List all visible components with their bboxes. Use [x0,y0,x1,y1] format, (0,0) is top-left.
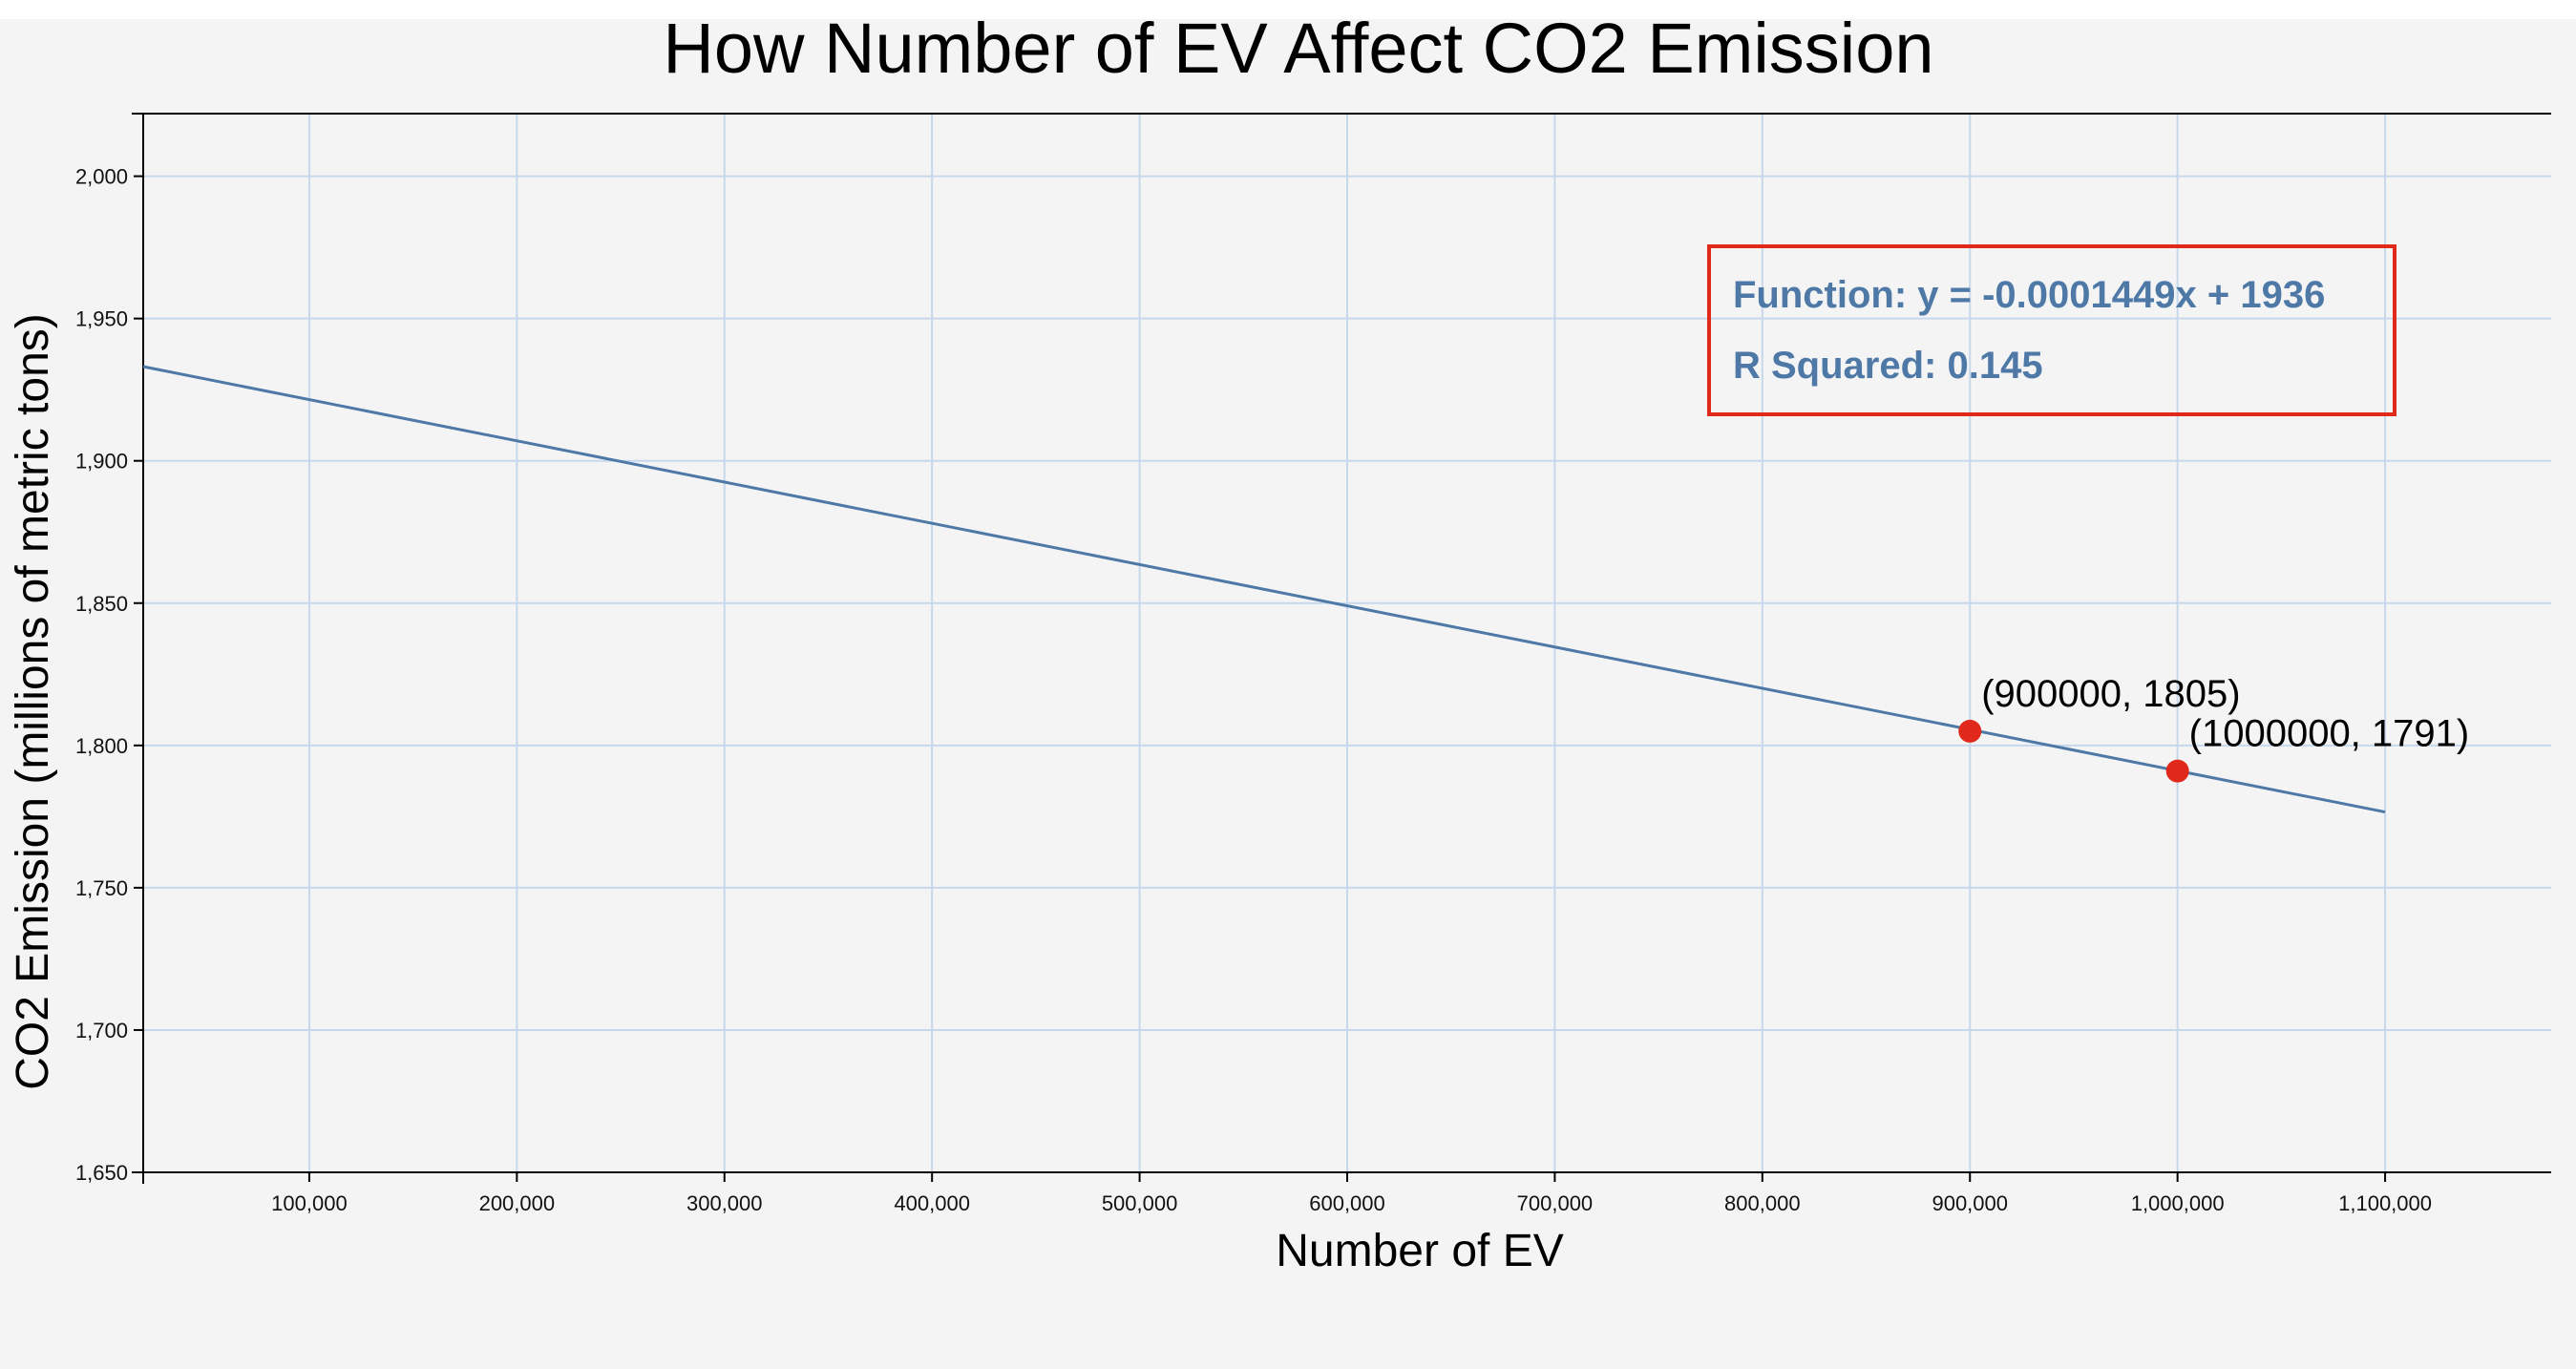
info-box: Function: y = -0.0001449x + 1936 R Squar… [1707,244,2397,416]
x-tick-label: 600,000 [1309,1191,1385,1215]
y-tick-label: 1,900 [75,450,128,474]
y-tick-label: 1,850 [75,592,128,616]
x-tick-label: 500,000 [1102,1191,1178,1215]
highlighted-points: (900000, 1805)(1000000, 1791) [1958,673,2469,783]
x-tick-label: 100,000 [271,1191,348,1215]
y-tick-label: 2,000 [75,165,128,189]
tick-labels: 100,000 200,000 300,000 400,000 500,000 600,0… [75,165,2432,1215]
highlight-point-label: (1000000, 1791) [2189,713,2470,755]
grid [143,114,2551,1173]
highlight-point-label: (900000, 1805) [1981,673,2240,715]
x-tick-label: 800,000 [1724,1191,1801,1215]
info-box-r-squared: R Squared: 0.145 [1733,345,2043,387]
y-tick-label: 1,650 [75,1161,128,1185]
info-box-function: Function: y = -0.0001449x + 1936 [1733,274,2325,316]
y-tick-label: 1,800 [75,734,128,758]
x-tick-label: 1,000,000 [2131,1191,2225,1215]
x-tick-label: 300,000 [686,1191,763,1215]
x-axis-title: Number of EV [1276,1226,1563,1276]
axes [132,113,2551,1184]
highlight-point [2165,759,2189,783]
chart-background [0,19,2576,1369]
regression-layer [142,365,2386,814]
y-tick-label: 1,750 [75,876,128,900]
regression-line [142,365,2386,814]
y-axis-title: CO2 Emission (millions of metric tons) [8,313,58,1090]
x-tick-label: 400,000 [894,1191,970,1215]
x-tick-label: 200,000 [479,1191,556,1215]
y-tick-label: 1,950 [75,307,128,331]
chart-title: How Number of EV Affect CO2 Emission [663,9,1933,88]
highlight-point [1958,719,1982,743]
x-tick-label: 900,000 [1932,1191,2008,1215]
y-tick-label: 1,700 [75,1019,128,1043]
x-tick-label: 1,100,000 [2338,1191,2432,1215]
x-tick-label: 700,000 [1517,1191,1594,1215]
info-box-border [1707,244,2397,416]
